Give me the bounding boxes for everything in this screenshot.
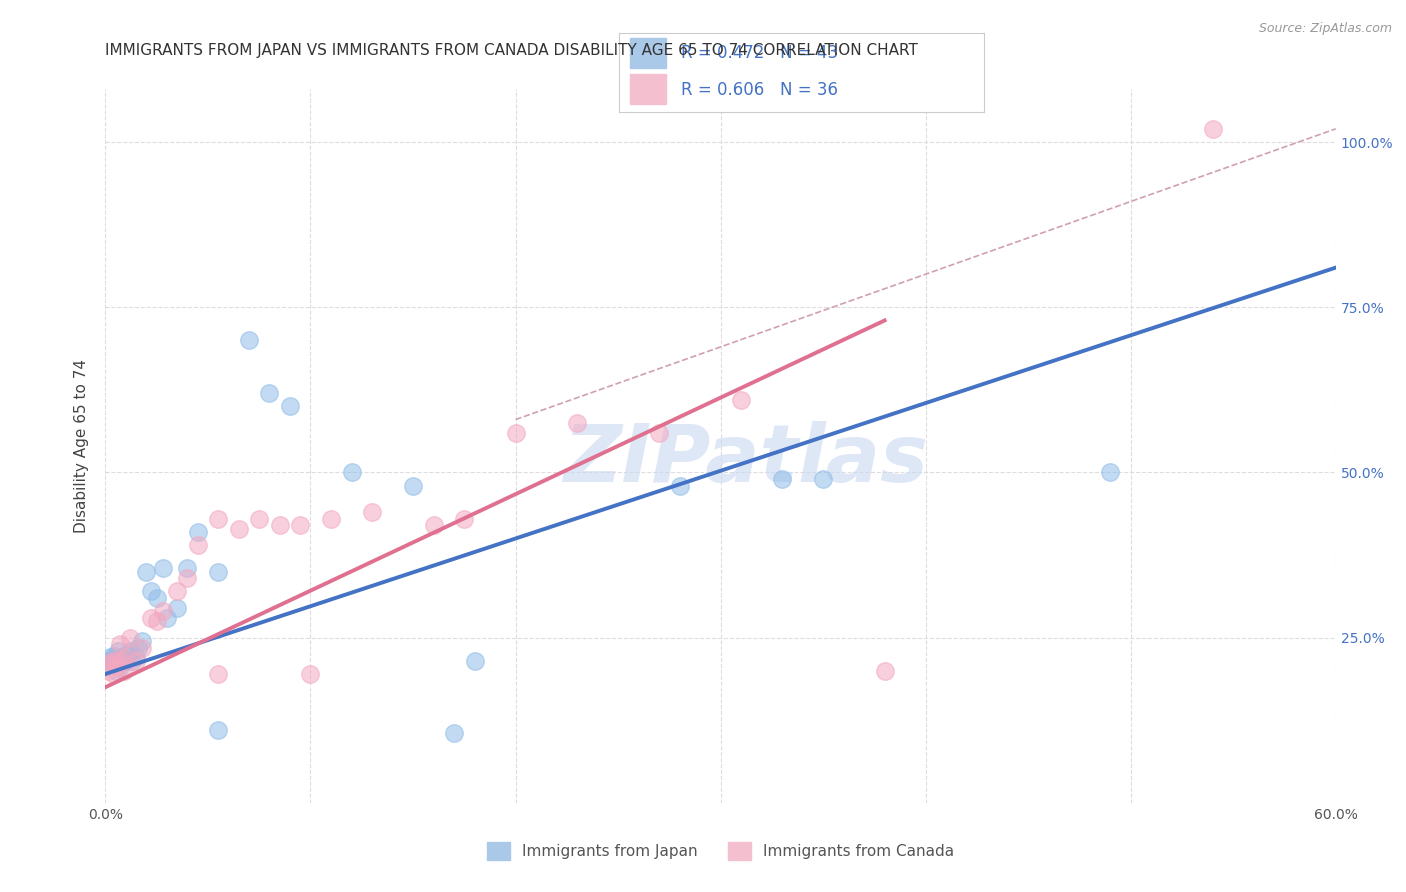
Point xyxy=(139,611,162,625)
Point xyxy=(730,392,752,407)
Point xyxy=(299,667,322,681)
Point xyxy=(259,386,281,401)
Text: IMMIGRANTS FROM JAPAN VS IMMIGRANTS FROM CANADA DISABILITY AGE 65 TO 74 CORRELAT: IMMIGRANTS FROM JAPAN VS IMMIGRANTS FROM… xyxy=(105,43,918,58)
Point xyxy=(139,584,162,599)
Point xyxy=(505,425,527,440)
Text: ZIPatlas: ZIPatlas xyxy=(562,421,928,500)
Point xyxy=(1099,466,1122,480)
Point xyxy=(108,637,131,651)
Point xyxy=(100,654,122,668)
Point xyxy=(131,640,153,655)
Point xyxy=(111,654,134,668)
Legend: Immigrants from Japan, Immigrants from Canada: Immigrants from Japan, Immigrants from C… xyxy=(481,836,960,866)
Point xyxy=(112,654,135,668)
Point xyxy=(103,649,125,664)
Point xyxy=(103,667,125,681)
Point xyxy=(873,664,896,678)
Point xyxy=(187,524,209,539)
Point xyxy=(152,604,174,618)
Point xyxy=(453,511,475,525)
Point xyxy=(120,631,141,645)
Point xyxy=(98,650,121,665)
Point xyxy=(269,518,291,533)
Text: R = 0.606   N = 36: R = 0.606 N = 36 xyxy=(681,80,838,98)
Point xyxy=(125,654,148,668)
Point xyxy=(770,472,793,486)
Point xyxy=(247,511,270,525)
Point xyxy=(278,400,301,414)
Point xyxy=(100,657,122,671)
Point xyxy=(361,505,384,519)
Y-axis label: Disability Age 65 to 74: Disability Age 65 to 74 xyxy=(75,359,90,533)
Point xyxy=(104,664,127,678)
Text: Source: ZipAtlas.com: Source: ZipAtlas.com xyxy=(1258,22,1392,36)
Bar xyxy=(630,38,666,69)
Point xyxy=(207,667,229,681)
Point xyxy=(120,644,141,658)
Point xyxy=(319,511,342,525)
Point xyxy=(98,654,121,668)
Point xyxy=(176,571,198,585)
Point xyxy=(402,478,425,492)
Point xyxy=(443,726,465,740)
Point xyxy=(103,652,125,666)
Point xyxy=(648,425,671,440)
Point xyxy=(108,660,131,674)
Point xyxy=(112,664,135,678)
Text: R = 0.472   N = 43: R = 0.472 N = 43 xyxy=(681,45,838,62)
Point xyxy=(1202,121,1225,136)
Point xyxy=(187,538,209,552)
Point xyxy=(111,650,134,665)
Point xyxy=(176,561,198,575)
Point xyxy=(131,634,153,648)
Point xyxy=(464,654,486,668)
Point xyxy=(96,664,118,678)
Point xyxy=(228,522,250,536)
Point xyxy=(100,654,122,668)
Point xyxy=(104,652,127,666)
Point xyxy=(104,654,127,668)
Point xyxy=(668,478,690,492)
Point xyxy=(207,511,229,525)
Point xyxy=(145,614,167,628)
Point xyxy=(135,565,157,579)
Point xyxy=(207,723,229,738)
Point xyxy=(108,654,131,668)
Point xyxy=(207,565,229,579)
Point xyxy=(107,654,129,668)
Point xyxy=(422,518,444,533)
Point xyxy=(115,654,138,668)
Point xyxy=(145,591,167,605)
Point xyxy=(107,644,129,658)
Point xyxy=(156,611,179,625)
Point xyxy=(107,660,129,674)
Bar xyxy=(630,74,666,103)
Point xyxy=(115,650,138,665)
Point xyxy=(125,650,148,665)
Point xyxy=(152,561,174,575)
Point xyxy=(127,640,149,655)
Point xyxy=(340,466,363,480)
Point xyxy=(166,584,188,599)
Point xyxy=(96,654,118,668)
Point xyxy=(238,333,260,347)
Point xyxy=(565,416,588,430)
Point xyxy=(117,647,139,661)
Point xyxy=(811,472,834,486)
Point xyxy=(290,518,312,533)
Point xyxy=(121,654,143,668)
Point xyxy=(166,600,188,615)
Point xyxy=(98,657,121,671)
